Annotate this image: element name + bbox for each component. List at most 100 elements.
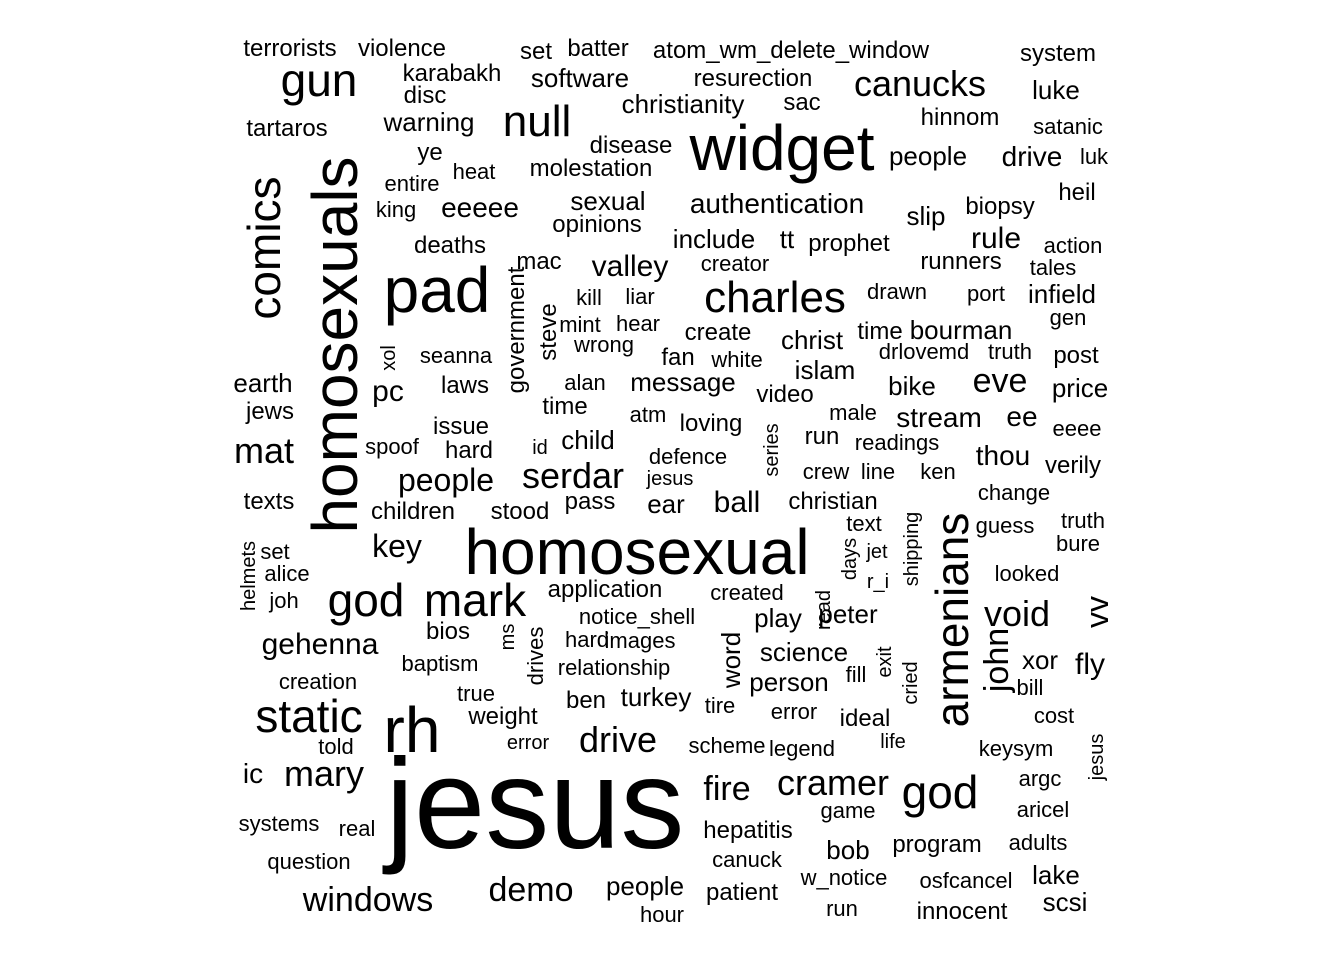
cloud-word: laws (440, 372, 490, 399)
cloud-word: christian (788, 488, 878, 515)
cloud-word: widget (689, 112, 875, 184)
cloud-word: defence (648, 444, 728, 469)
cloud-word: infield (1028, 279, 1096, 309)
cloud-word: ben (565, 687, 607, 714)
cloud-word: ken (920, 459, 956, 484)
cloud-word: child (561, 425, 615, 455)
cloud-word: tartaros (246, 115, 328, 142)
cloud-word: looked (994, 561, 1060, 586)
cloud-word: spoof (365, 434, 419, 459)
cloud-word: white (711, 347, 763, 372)
cloud-word: readings (854, 430, 940, 455)
cloud-word: message (630, 367, 736, 397)
cloud-word: drawn (867, 279, 927, 304)
cloud-word: issue (432, 413, 490, 440)
cloud-word: king (375, 197, 417, 222)
cloud-word: steve (535, 303, 562, 361)
cloud-word: pass (564, 488, 616, 515)
cloud-word: drlovemd (878, 339, 970, 364)
cloud-word: liar (625, 284, 655, 309)
cloud-word: sexual (570, 186, 646, 216)
cloud-word: lake (1032, 860, 1080, 890)
cloud-word: mary (284, 753, 364, 794)
cloud-word: violence (357, 35, 447, 62)
cloud-word: batter (567, 35, 629, 62)
cloud-word: void (983, 593, 1051, 634)
cloud-word: weight (468, 703, 538, 730)
cloud-word: helmets (238, 540, 260, 612)
cloud-word: r_i (866, 571, 890, 593)
cloud-word: tire (704, 693, 736, 718)
cloud-word: warning (383, 107, 475, 137)
cloud-word: creator (700, 251, 770, 276)
cloud-word: system (1019, 40, 1097, 67)
cloud-word: keysym (978, 736, 1054, 761)
cloud-word: molestation (529, 155, 653, 182)
cloud-word: hour (639, 902, 685, 927)
cloud-word: systems (238, 811, 320, 836)
cloud-word: seanna (419, 343, 493, 368)
cloud-word: mark (423, 574, 527, 626)
cloud-word: christ (780, 325, 844, 355)
cloud-word: cried (900, 661, 922, 705)
cloud-word: people (888, 141, 968, 171)
cloud-word: armenians (926, 512, 978, 728)
cloud-word: bourman (909, 315, 1013, 345)
cloud-word: aricel (1016, 797, 1070, 822)
cloud-word: ye (417, 139, 443, 166)
cloud-word: osfcancel (919, 868, 1013, 893)
cloud-word: application (547, 576, 663, 603)
cloud-word: male (829, 400, 877, 425)
cloud-word: set (519, 38, 553, 65)
cloud-word: canucks (853, 63, 987, 104)
cloud-word: fly (1075, 648, 1105, 681)
cloud-word: ee (1006, 401, 1038, 432)
cloud-word: karabakh (402, 60, 502, 87)
cloud-word: ear (647, 489, 685, 519)
cloud-word: disc (403, 82, 447, 109)
cloud-word: hepatitis (703, 817, 793, 844)
cloud-word: game (820, 798, 876, 823)
cloud-word: bike (888, 371, 936, 401)
cloud-word: crew (802, 459, 850, 484)
cloud-word: john (978, 627, 1016, 693)
cloud-word: wrong (574, 332, 634, 357)
cloud-word: drive (578, 719, 658, 760)
cloud-word: id (532, 437, 548, 459)
cloud-word: price (1051, 373, 1109, 403)
cloud-word: notice_shell (578, 604, 696, 629)
cloud-word: bob (826, 835, 870, 865)
cloud-word: stood (490, 498, 550, 525)
cloud-word: eve (972, 362, 1028, 400)
cloud-word: heat (452, 159, 496, 184)
cloud-word: sac (783, 89, 821, 116)
cloud-word: alice (264, 561, 310, 586)
cloud-word: ms (497, 623, 519, 651)
cloud-word: jesus (385, 733, 685, 876)
cloud-word: mac (516, 248, 562, 275)
cloud-word: told (318, 734, 354, 759)
cloud-word: pc (372, 375, 404, 408)
cloud-word: ideal (839, 705, 891, 732)
cloud-word: tt (779, 224, 795, 254)
cloud-word: patient (705, 879, 779, 906)
cloud-word: port (967, 281, 1005, 306)
cloud-word: disease (589, 132, 673, 159)
cloud-word: gen (1049, 305, 1087, 330)
cloud-word: creation (278, 669, 358, 694)
cloud-word: government (503, 266, 530, 394)
cloud-word: create (684, 319, 752, 346)
cloud-word: resurection (693, 65, 813, 92)
cloud-word: tales (1029, 255, 1077, 280)
cloud-word: science (759, 637, 849, 667)
cloud-word: mint (559, 312, 601, 337)
cloud-word: bill (1016, 675, 1044, 700)
cloud-word: islam (794, 355, 856, 385)
cloud-word: error (770, 699, 818, 724)
cloud-word: null (502, 97, 572, 146)
cloud-word: atom_wm_delete_window (652, 37, 930, 64)
cloud-word: slip (906, 201, 946, 231)
cloud-word: jesus (1086, 733, 1108, 781)
cloud-word: eeeee (441, 192, 519, 223)
cloud-word: jet (866, 541, 888, 563)
